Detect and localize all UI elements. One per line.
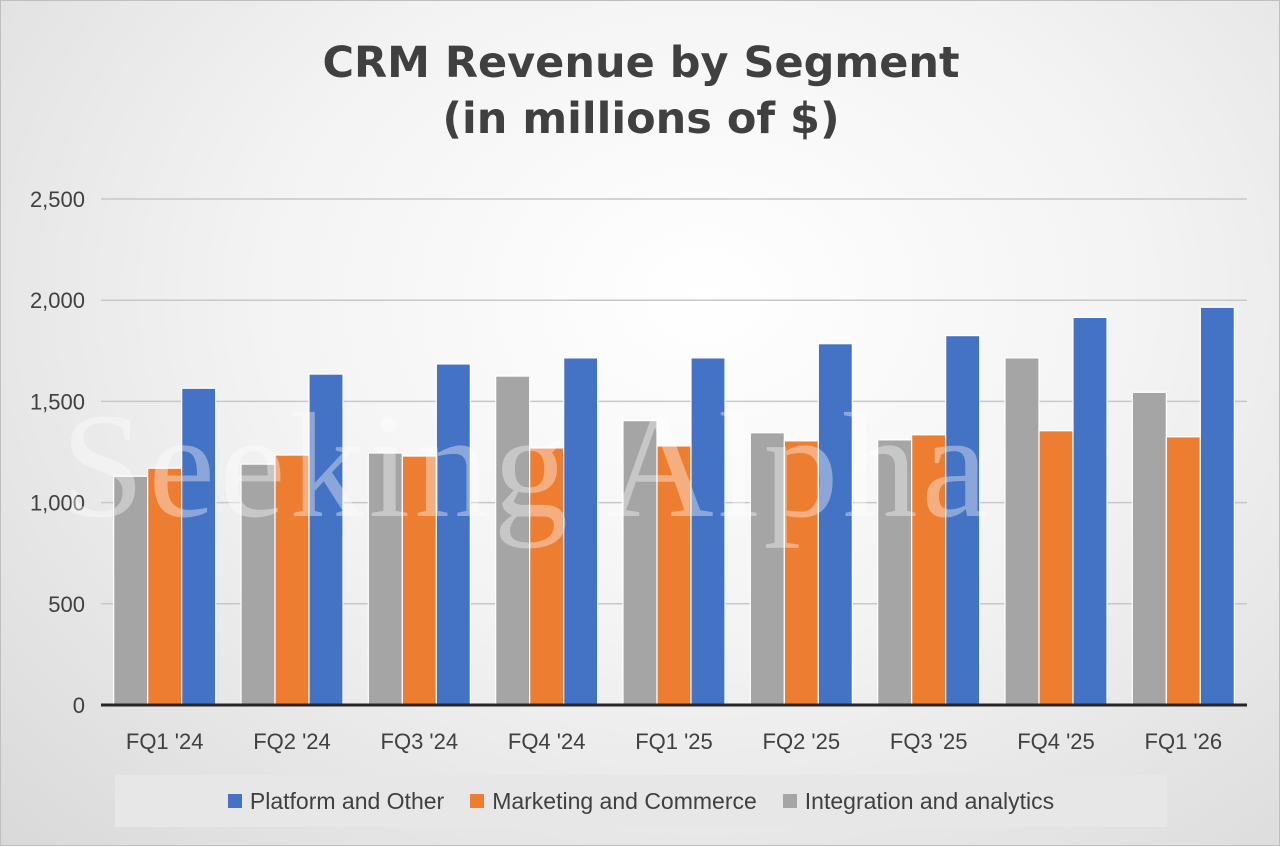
y-tick-label: 2,000 [30,288,85,313]
bar [274,454,310,706]
bar [240,463,276,706]
x-tick-label: FQ4 '25 [1017,729,1095,754]
y-tick-label: 2,500 [30,187,85,212]
bar [147,467,183,706]
legend-label: Platform and Other [249,787,445,814]
bar [563,357,599,706]
legend-swatch [227,794,242,808]
bar [529,447,565,706]
legend-label: Marketing and Commerce [492,787,757,814]
y-tick-label: 500 [48,592,85,617]
bar [401,455,437,706]
bar [113,475,149,706]
bar [1131,391,1167,706]
bar [749,432,785,706]
bar [181,387,217,706]
bar [1165,436,1201,706]
bar [656,445,692,706]
bar [817,343,853,706]
x-tick-label: FQ2 '24 [253,729,331,754]
x-tick-label: FQ1 '26 [1145,729,1223,754]
bar [308,373,344,706]
bar [945,335,981,706]
bar [495,375,531,706]
bar [783,440,819,706]
legend-swatch [470,794,485,808]
bar [690,357,726,706]
bar [1038,430,1074,706]
bar [435,363,471,706]
bar [1072,316,1108,706]
legend-item: Marketing and Commerce [470,788,757,815]
chart-title: CRM Revenue by Segment (in millions of $… [1,35,1280,147]
bar [877,439,913,706]
bar [911,434,947,706]
y-tick-label: 0 [73,693,85,718]
x-tick-label: FQ1 '25 [635,729,713,754]
bar [622,420,658,706]
y-tick-label: 1,500 [30,389,85,414]
x-tick-label: FQ1 '24 [126,729,204,754]
legend-swatch [782,794,797,808]
x-tick-label: FQ4 '24 [508,729,586,754]
x-tick-label: FQ3 '24 [381,729,459,754]
x-tick-label: FQ3 '25 [890,729,968,754]
legend: Platform and Other Marketing and Commerce… [115,775,1167,827]
bar [1004,357,1040,706]
legend-item: Platform and Other [227,787,445,815]
bar [1199,306,1235,706]
legend-item: Integration and analytics [782,787,1055,815]
chart-subtitle-line: (in millions of $) [442,94,840,144]
legend-label: Integration and analytics [804,787,1055,814]
bar [367,452,403,706]
y-tick-label: 1,000 [30,491,85,516]
x-tick-label: FQ2 '25 [763,729,841,754]
chart-title-line: CRM Revenue by Segment [322,38,960,88]
